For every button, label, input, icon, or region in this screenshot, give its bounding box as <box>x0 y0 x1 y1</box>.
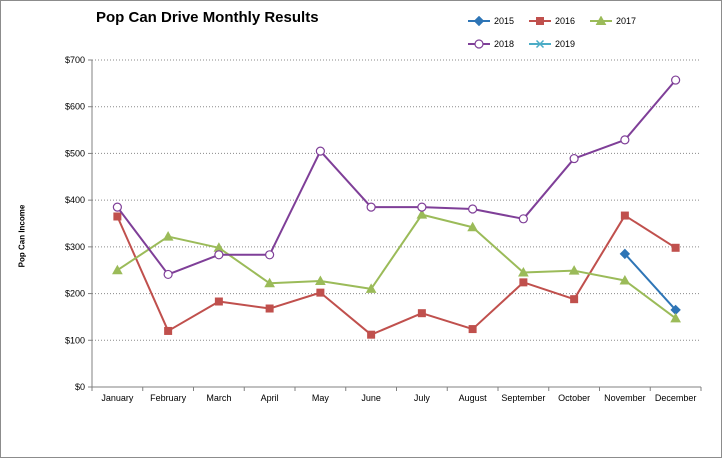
legend-swatch-2016 <box>529 17 551 25</box>
x-tick-label: September <box>501 393 545 403</box>
data-point-2015 <box>619 248 631 260</box>
data-point-2016 <box>620 211 629 220</box>
x-tick-label: August <box>459 393 488 403</box>
data-point-2016 <box>570 295 579 304</box>
y-tick-label: $300 <box>65 242 85 252</box>
legend-marker <box>535 39 545 49</box>
legend-item-2017: 2017 <box>590 14 636 28</box>
data-point-2018 <box>417 202 427 212</box>
y-tick-label: $600 <box>65 102 85 112</box>
y-tick-label: $500 <box>65 148 85 158</box>
legend-marker <box>473 16 485 26</box>
data-point-2018 <box>315 146 325 156</box>
x-tick-label: May <box>312 393 330 403</box>
data-point-2016 <box>671 243 680 252</box>
legend-marker <box>474 39 484 49</box>
data-point-2016 <box>367 330 376 339</box>
legend-item-2015: 2015 <box>468 14 514 28</box>
legend-item-2018: 2018 <box>468 37 514 51</box>
data-point-2016 <box>417 309 426 318</box>
y-tick-label: $0 <box>75 382 85 392</box>
x-tick-label: February <box>150 393 187 403</box>
legend-marker <box>536 17 544 25</box>
y-tick-label: $200 <box>65 289 85 299</box>
series-line-2017 <box>116 213 677 320</box>
legend-label: 2019 <box>555 39 576 49</box>
legend-item-2016: 2016 <box>529 14 575 28</box>
legend-swatch-2017 <box>590 16 612 25</box>
legend-label: 2016 <box>555 16 576 26</box>
data-point-2017 <box>264 277 275 288</box>
x-tick-label: June <box>361 393 381 403</box>
data-point-2016 <box>265 304 274 313</box>
data-point-2018 <box>214 250 224 260</box>
data-point-2017 <box>416 209 428 219</box>
x-tick-label: October <box>558 393 590 403</box>
data-point-2016 <box>164 326 173 335</box>
data-point-2018 <box>468 204 478 214</box>
legend-label: 2017 <box>616 16 637 26</box>
series-line-2015 <box>624 253 677 311</box>
x-tick-label: July <box>414 393 431 403</box>
data-point-2018 <box>671 75 681 85</box>
data-point-2018 <box>112 202 122 212</box>
legend-label: 2018 <box>494 39 515 49</box>
x-tick-label: November <box>604 393 646 403</box>
x-tick-label: January <box>101 393 134 403</box>
data-point-2018 <box>163 269 173 280</box>
series-line-2018 <box>116 79 677 276</box>
series-2016 <box>113 211 680 339</box>
data-point-2018 <box>620 135 630 145</box>
data-point-2018 <box>569 153 579 164</box>
data-point-2016 <box>214 297 223 306</box>
y-tick-label: $700 <box>65 55 85 65</box>
legend-swatch-2018 <box>468 39 490 49</box>
legend-item-2019: 2019 <box>529 37 575 51</box>
data-point-2017 <box>365 283 377 293</box>
data-point-2016 <box>468 325 477 334</box>
series-line-2016 <box>116 214 677 336</box>
y-tick-label: $400 <box>65 195 85 205</box>
legend-label: 2015 <box>494 16 515 26</box>
chart-title: Pop Can Drive Monthly Results <box>96 9 319 26</box>
data-point-2016 <box>113 212 122 221</box>
data-point-2018 <box>366 202 376 212</box>
data-point-2017 <box>518 267 529 277</box>
data-point-2018 <box>265 250 275 260</box>
x-tick-label: December <box>655 393 697 403</box>
x-tick-label: March <box>206 393 231 403</box>
data-point-2017 <box>619 274 631 285</box>
series-2017 <box>112 209 681 323</box>
series-2018 <box>112 75 681 280</box>
legend-swatch-2015 <box>468 16 490 26</box>
data-point-2017 <box>162 231 174 241</box>
legend-swatch-2019 <box>529 39 551 49</box>
data-point-2018 <box>518 214 528 224</box>
data-point-2017 <box>315 275 326 285</box>
data-point-2017 <box>467 221 478 232</box>
data-point-2017 <box>112 264 123 275</box>
data-point-2017 <box>568 265 580 275</box>
data-point-2016 <box>519 278 528 287</box>
y-tick-label: $100 <box>65 335 85 345</box>
data-point-2016 <box>316 288 325 297</box>
x-tick-label: April <box>261 393 279 403</box>
series-2015 <box>619 248 681 316</box>
data-point-2017 <box>670 312 681 323</box>
legend-marker <box>595 16 607 25</box>
